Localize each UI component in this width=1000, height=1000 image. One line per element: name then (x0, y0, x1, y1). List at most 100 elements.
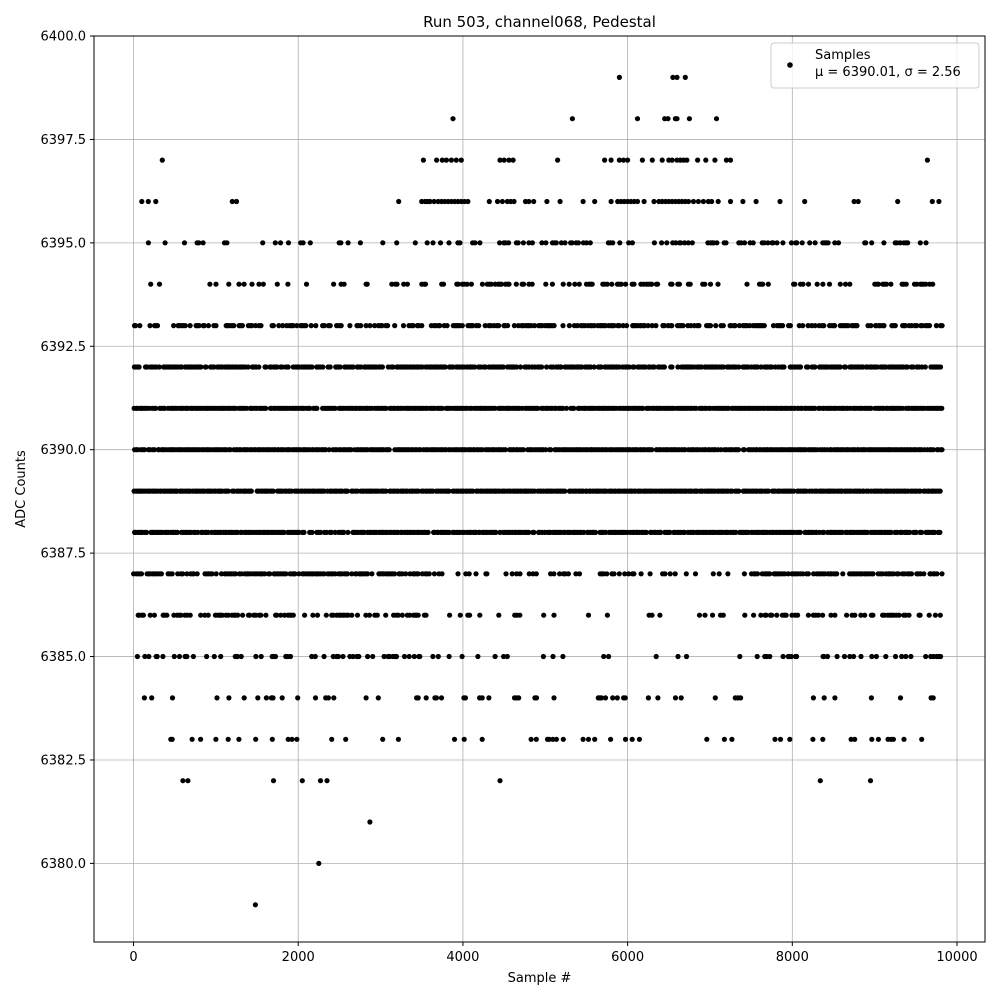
data-point (917, 240, 923, 246)
data-point (631, 281, 637, 287)
data-point (345, 612, 351, 618)
data-point (781, 364, 787, 370)
data-point (622, 736, 629, 742)
data-point (783, 612, 789, 618)
data-point (435, 653, 441, 660)
data-point (350, 653, 356, 660)
data-point (651, 198, 657, 205)
data-point (156, 281, 163, 287)
data-point (310, 612, 316, 618)
data-point (581, 529, 587, 536)
data-point (826, 281, 833, 287)
data-point (277, 240, 284, 246)
plot-frame (93, 35, 986, 943)
data-point (139, 198, 145, 205)
data-point (494, 198, 501, 205)
data-point (602, 695, 609, 701)
data-point (913, 529, 919, 536)
data-point (604, 612, 611, 618)
data-point (544, 198, 550, 205)
data-point (832, 612, 838, 618)
data-point (476, 323, 482, 329)
data-point (624, 323, 630, 329)
data-point (323, 612, 329, 618)
data-point (529, 240, 536, 246)
data-point (598, 695, 605, 701)
data-point (736, 447, 742, 453)
data-point (805, 612, 812, 618)
data-point (870, 571, 876, 577)
data-point (510, 157, 516, 163)
data-point (852, 736, 858, 742)
data-point (763, 612, 769, 618)
data-point (897, 695, 904, 701)
data-point (233, 198, 240, 205)
data-point (262, 571, 268, 577)
data-point (147, 612, 153, 618)
data-point (930, 695, 936, 701)
data-point (389, 281, 395, 287)
data-point (553, 736, 560, 742)
data-point (258, 612, 264, 618)
data-point (198, 612, 204, 618)
x-tick-label: 6000 (611, 950, 644, 965)
x-tick-label: 2000 (282, 950, 315, 965)
data-point (608, 736, 614, 742)
data-point (178, 612, 184, 618)
data-point (302, 612, 308, 618)
data-point (176, 653, 183, 660)
data-point (162, 240, 168, 246)
data-point (493, 529, 499, 536)
y-tick-label: 6380.0 (41, 857, 87, 872)
data-point (692, 571, 699, 577)
data-point (430, 653, 436, 660)
data-point (616, 157, 623, 163)
data-point (616, 571, 622, 577)
data-point (903, 653, 909, 660)
data-point (772, 736, 778, 742)
data-point (244, 405, 250, 411)
data-point (365, 653, 371, 660)
data-point (439, 571, 445, 577)
data-point (281, 529, 287, 536)
data-point (344, 571, 350, 577)
data-point (497, 157, 503, 163)
data-point (337, 364, 343, 370)
data-point (649, 447, 655, 453)
data-point (557, 198, 563, 205)
data-point (592, 736, 598, 742)
data-point (631, 571, 637, 577)
data-point (685, 198, 692, 205)
data-point (744, 281, 750, 287)
data-point (540, 653, 547, 660)
data-point (602, 157, 608, 163)
data-point (566, 323, 573, 329)
data-point (517, 571, 523, 577)
data-point (883, 281, 890, 287)
data-point (923, 281, 929, 287)
data-point (479, 736, 485, 742)
data-point (415, 695, 421, 701)
data-point (528, 736, 534, 742)
data-point (290, 612, 296, 618)
data-point (868, 323, 874, 329)
data-point (810, 736, 816, 742)
data-point (427, 198, 433, 205)
data-point (256, 364, 262, 370)
data-point (620, 157, 627, 163)
data-point (923, 653, 929, 660)
data-point (154, 653, 160, 660)
data-point (486, 695, 492, 701)
data-point (535, 405, 541, 411)
data-point (541, 612, 547, 618)
data-point (647, 571, 653, 577)
data-point (140, 612, 146, 618)
data-point (842, 281, 849, 287)
data-point (812, 364, 818, 370)
data-point (814, 281, 820, 287)
data-point (881, 323, 887, 329)
data-point (477, 612, 483, 618)
data-point (845, 323, 851, 329)
data-point (651, 364, 657, 370)
x-tick-label: 8000 (776, 950, 809, 965)
